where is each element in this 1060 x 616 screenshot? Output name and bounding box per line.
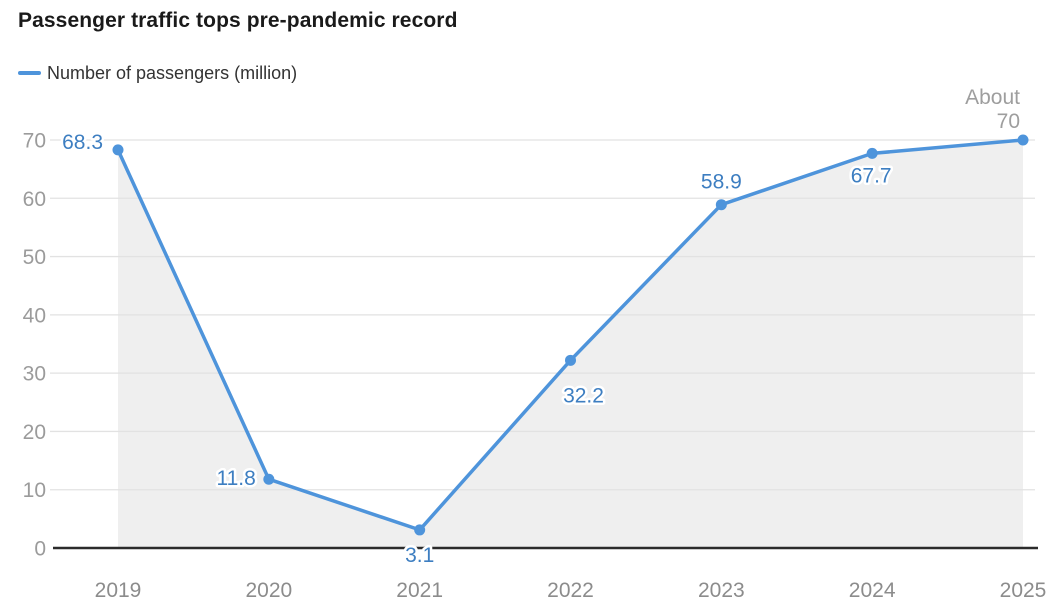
- data-point: [112, 144, 124, 156]
- data-point: [866, 147, 878, 159]
- data-point: [1017, 134, 1029, 146]
- x-tick-label: 2022: [547, 579, 594, 602]
- legend-line-swatch: [18, 71, 41, 75]
- legend-label: Number of passengers (million): [47, 62, 298, 83]
- annotation-label: About: [965, 86, 1020, 109]
- x-tick-label: 2019: [95, 579, 142, 602]
- x-tick-label: 2023: [698, 579, 745, 602]
- y-tick-label: 70: [23, 130, 46, 153]
- x-tick-label: 2024: [849, 579, 896, 602]
- data-point: [263, 473, 275, 485]
- data-point-label: 11.8: [217, 467, 256, 490]
- data-point-label: 32.2: [563, 384, 604, 407]
- y-tick-label: 60: [23, 188, 46, 211]
- y-tick-label: 10: [23, 479, 46, 502]
- data-point: [565, 354, 576, 366]
- data-point-label: 67.7: [851, 164, 892, 187]
- annotation-label: 70: [997, 110, 1020, 133]
- area-fill: [118, 140, 1023, 548]
- chart-title: Passenger traffic tops pre-pandemic reco…: [18, 9, 458, 32]
- data-point-label: 58.9: [701, 171, 742, 194]
- x-tick-label: 2025: [1000, 579, 1047, 602]
- y-tick-label: 30: [23, 363, 46, 386]
- data-point-label: 68.3: [62, 131, 103, 154]
- data-point: [715, 199, 727, 211]
- x-tick-label: 2021: [396, 579, 443, 602]
- y-tick-label: 0: [34, 538, 46, 561]
- data-point: [414, 524, 426, 536]
- y-tick-label: 20: [23, 421, 46, 444]
- x-tick-label: 2020: [245, 579, 292, 602]
- y-tick-label: 50: [23, 246, 46, 269]
- data-point-label: 3.1: [405, 544, 434, 567]
- y-tick-label: 40: [23, 304, 46, 327]
- legend: Number of passengers (million): [18, 62, 297, 84]
